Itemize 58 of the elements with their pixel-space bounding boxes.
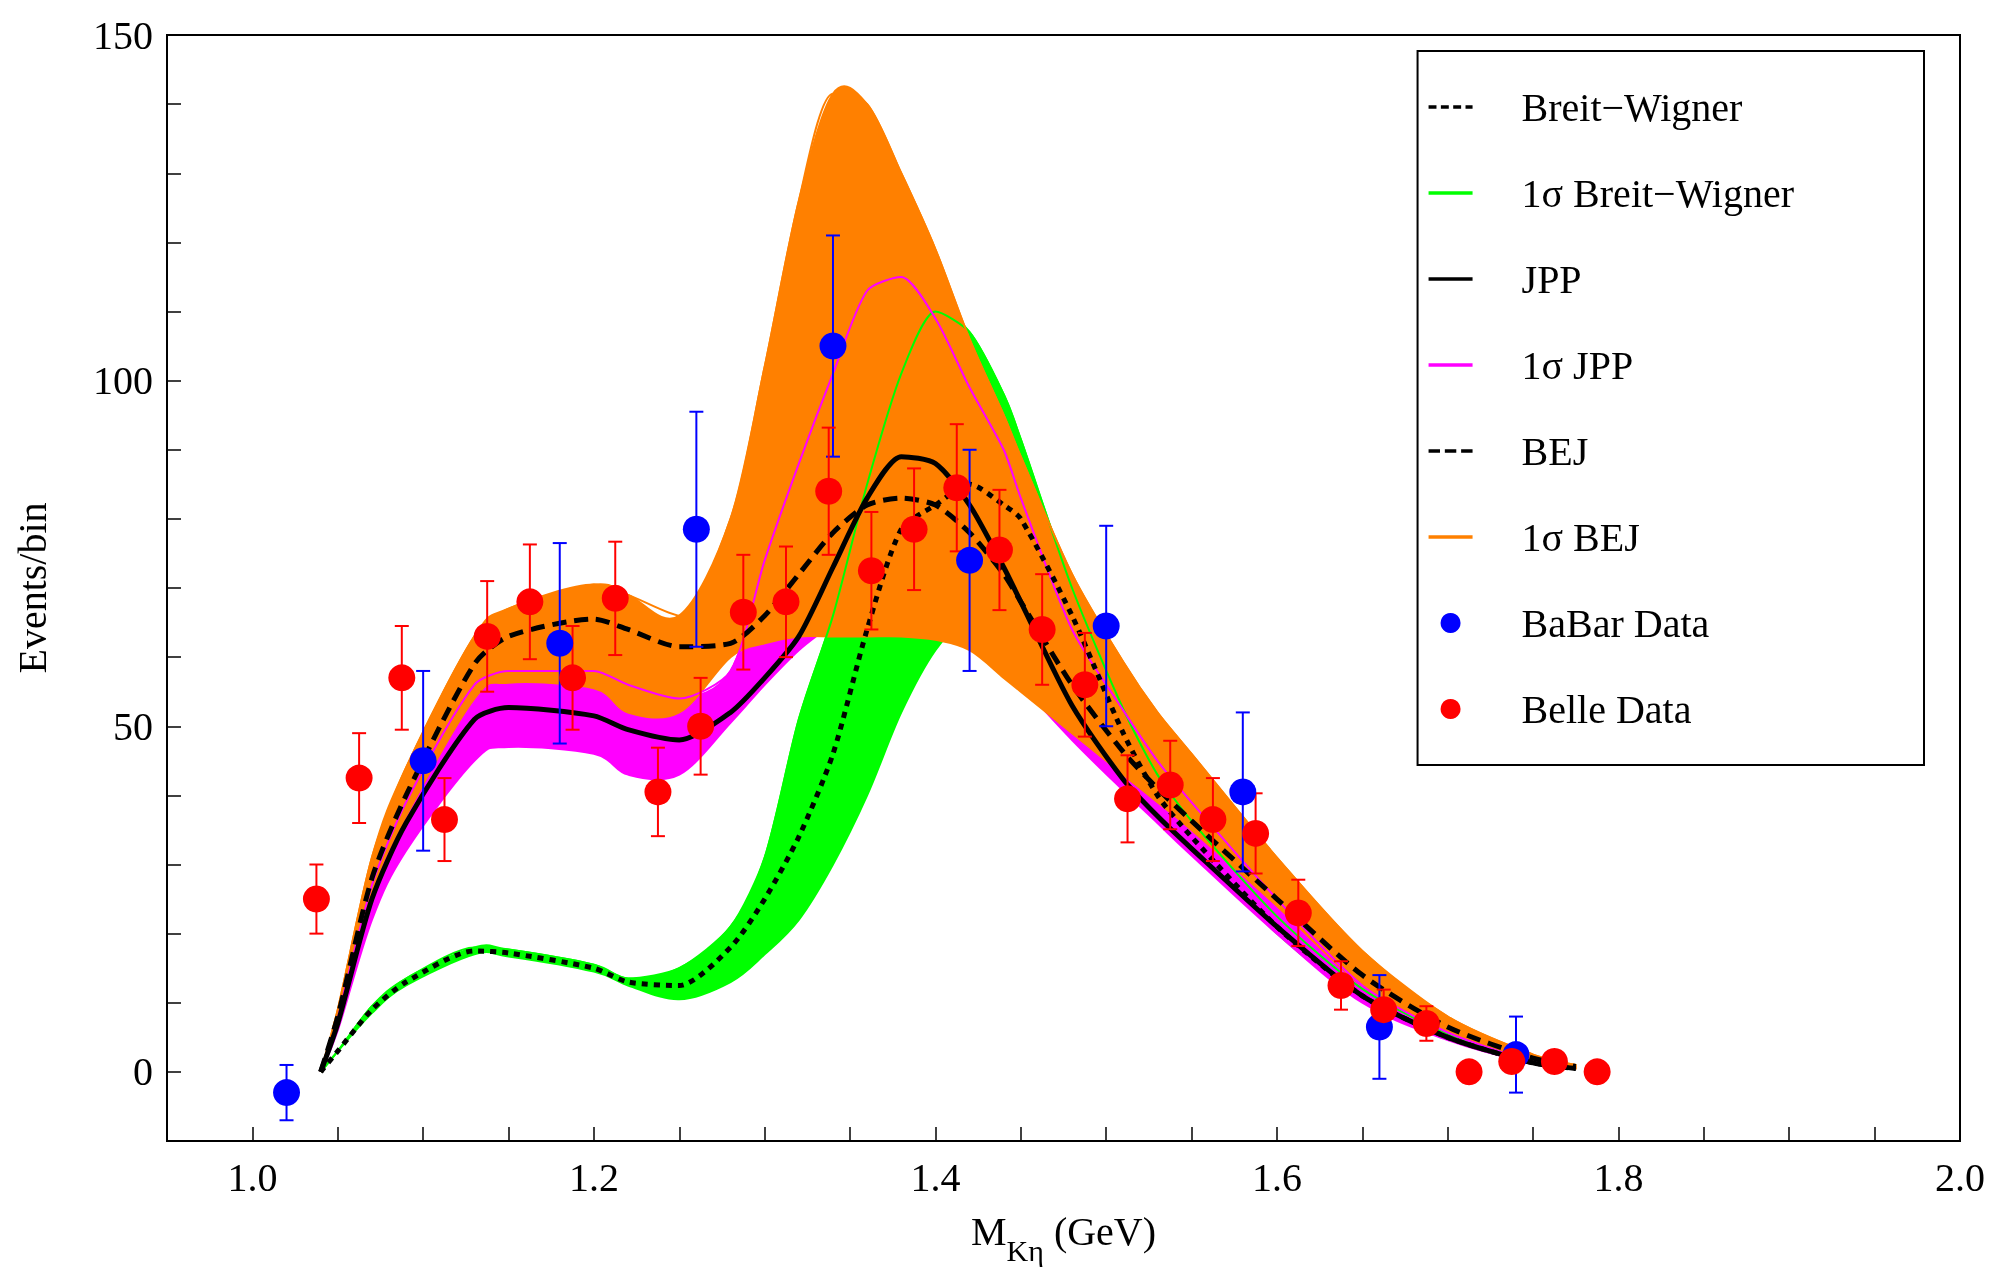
point bbox=[1583, 1058, 1611, 1086]
point bbox=[815, 477, 843, 505]
legend-label: 1σ JPP bbox=[1521, 342, 1634, 388]
y-axis-title: Events/bin bbox=[9, 502, 55, 674]
y-tick-label: 0 bbox=[133, 1049, 153, 1095]
point bbox=[1498, 1048, 1526, 1075]
x-tick-label: 1.4 bbox=[910, 1154, 961, 1200]
point bbox=[985, 536, 1013, 564]
point bbox=[1114, 785, 1142, 813]
x-tick-label: 1.8 bbox=[1593, 1154, 1644, 1200]
legend-label: 1σ BEJ bbox=[1521, 514, 1640, 560]
point bbox=[1370, 996, 1398, 1024]
legend-label: Belle Data bbox=[1521, 686, 1692, 732]
point bbox=[644, 778, 672, 806]
point bbox=[682, 515, 710, 543]
point bbox=[302, 885, 330, 913]
point bbox=[345, 764, 373, 792]
x-tick-label: 2.0 bbox=[1935, 1154, 1985, 1200]
point bbox=[473, 622, 501, 650]
legend-label: 1σ Breit−Wigner bbox=[1521, 170, 1795, 216]
point bbox=[956, 546, 984, 574]
point bbox=[943, 474, 971, 502]
point bbox=[546, 629, 574, 657]
point bbox=[819, 332, 847, 360]
point bbox=[601, 584, 629, 612]
x-tick-label: 1.0 bbox=[227, 1154, 278, 1200]
point bbox=[1028, 615, 1056, 643]
point bbox=[772, 588, 800, 616]
y-tick-label: 50 bbox=[113, 703, 153, 749]
point bbox=[857, 557, 885, 585]
y-tick-label: 150 bbox=[93, 12, 153, 58]
legend-label: Breit−Wigner bbox=[1521, 84, 1743, 130]
point bbox=[729, 598, 757, 626]
legend-label: BaBar Data bbox=[1521, 600, 1710, 646]
point bbox=[1092, 612, 1120, 640]
x-tick-label: 1.2 bbox=[568, 1154, 619, 1200]
point bbox=[431, 806, 458, 834]
point bbox=[1199, 806, 1227, 834]
point bbox=[516, 588, 544, 616]
point bbox=[1412, 1009, 1440, 1037]
x-tick-label: 1.6 bbox=[1251, 1154, 1302, 1200]
point bbox=[1327, 971, 1355, 999]
point bbox=[559, 664, 587, 692]
point bbox=[900, 515, 928, 543]
y-tick-label: 100 bbox=[93, 358, 153, 404]
point bbox=[1229, 778, 1257, 806]
point bbox=[409, 747, 437, 775]
point bbox=[1540, 1048, 1568, 1075]
point bbox=[1156, 771, 1184, 799]
point bbox=[388, 664, 416, 692]
point bbox=[1071, 671, 1099, 699]
point bbox=[273, 1079, 301, 1107]
point bbox=[1284, 899, 1312, 927]
point bbox=[687, 712, 715, 740]
legend-label: BEJ bbox=[1521, 428, 1589, 474]
legend-label: JPP bbox=[1521, 256, 1582, 302]
point bbox=[1242, 819, 1270, 847]
point bbox=[1455, 1058, 1483, 1086]
